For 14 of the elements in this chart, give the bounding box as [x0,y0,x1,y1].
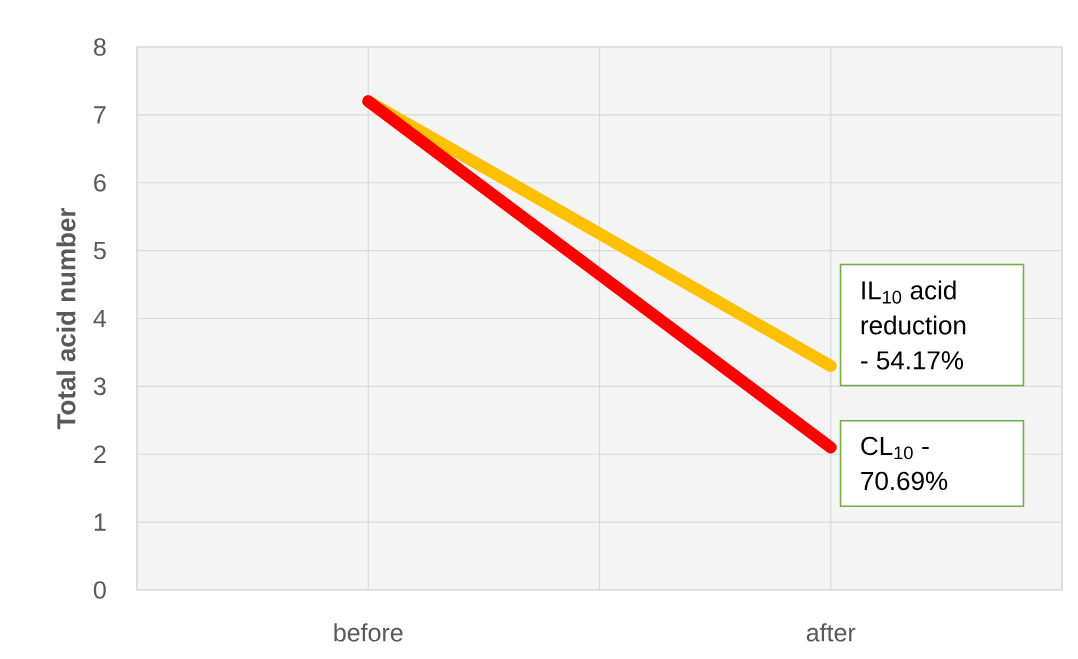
y-tick-label: 6 [94,173,106,192]
y-tick-label: 1 [94,513,106,531]
y-tick-label: 0 [93,581,106,599]
annotation: IL$_{10}$ acid reduction - 54.17% [861,280,966,370]
y-axis-title: Total acid number [56,207,76,430]
annotation: CL$_{10}$ - 70.69% [861,436,948,491]
x-tick-label: after [806,623,856,642]
y-tick-label: 5 [93,241,106,260]
y-tick-label: 7 [94,106,106,124]
y-tick-label: 2 [94,445,106,463]
y-tick-label: 3 [93,377,106,396]
x-tick-label: before [334,623,403,642]
y-tick-label: 4 [93,309,107,328]
y-tick-label: 8 [93,38,106,56]
